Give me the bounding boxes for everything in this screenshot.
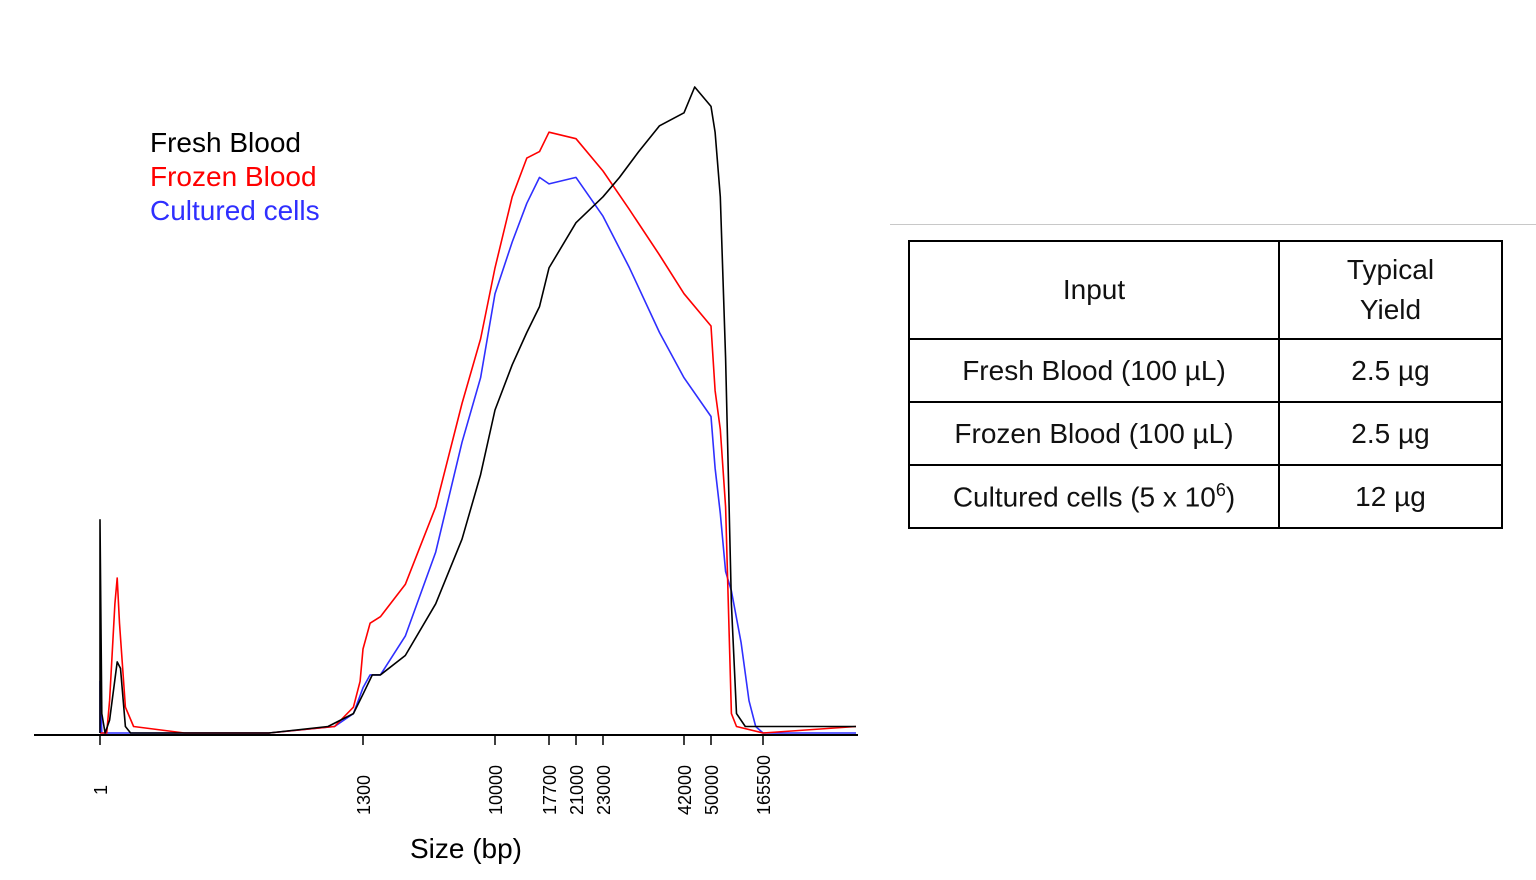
size-distribution-chart: 1 1300 10000 17700 21000 23000 42000 50000 16550… bbox=[34, 86, 858, 864]
x-axis-label: Size (bp) bbox=[410, 833, 522, 864]
table-row: Cultured cells (5 x 106) 12 µg bbox=[908, 464, 1503, 529]
x-tick-label: 17700 bbox=[540, 765, 560, 815]
x-tick-label: 1 bbox=[91, 785, 111, 795]
row-yield: 2.5 µg bbox=[1278, 401, 1503, 466]
x-tick-label: 10000 bbox=[486, 765, 506, 815]
row-input: Frozen Blood (100 µL) bbox=[908, 401, 1280, 466]
x-tick-label: 165500 bbox=[754, 755, 774, 815]
row-yield: 12 µg bbox=[1278, 464, 1503, 529]
row-input-exponent: 6 bbox=[1215, 479, 1226, 500]
series-line-frozen-blood bbox=[100, 131, 857, 734]
x-tick-label: 23000 bbox=[594, 765, 614, 815]
row-input-text: Cultured cells (5 x 10 bbox=[952, 481, 1216, 513]
row-input-close: ) bbox=[1225, 481, 1236, 513]
row-input: Cultured cells (5 x 106) bbox=[908, 464, 1280, 529]
row-input: Fresh Blood (100 µL) bbox=[908, 338, 1280, 403]
row-yield: 2.5 µg bbox=[1278, 338, 1503, 403]
x-tick-label: 50000 bbox=[702, 765, 722, 815]
yield-table: Input Typical Yield Fresh Blood (100 µL)… bbox=[908, 240, 1503, 529]
table-row: Fresh Blood (100 µL) 2.5 µg bbox=[908, 338, 1503, 403]
divider-line bbox=[890, 224, 1536, 225]
table-row: Frozen Blood (100 µL) 2.5 µg bbox=[908, 401, 1503, 466]
series-line-cultured-cells bbox=[99, 176, 856, 734]
x-tick-label: 21000 bbox=[567, 765, 587, 815]
x-tick-label: 1300 bbox=[354, 775, 374, 815]
legend-frozen-blood: Frozen Blood bbox=[150, 161, 317, 192]
legend-cultured-cells: Cultured cells bbox=[150, 195, 320, 226]
yield-table-header: Input Typical Yield bbox=[908, 240, 1503, 340]
x-tick-label: 42000 bbox=[675, 765, 695, 815]
series-line-fresh-blood bbox=[99, 86, 856, 734]
legend-fresh-blood: Fresh Blood bbox=[150, 127, 301, 158]
chart-legend: Fresh Blood Frozen Blood Cultured cells bbox=[150, 126, 320, 228]
header-yield: Yield bbox=[1359, 294, 1422, 325]
header-input: Input bbox=[908, 240, 1280, 340]
header-typical: Typical bbox=[1346, 254, 1435, 285]
header-typical-yield: Typical Yield bbox=[1278, 240, 1503, 340]
